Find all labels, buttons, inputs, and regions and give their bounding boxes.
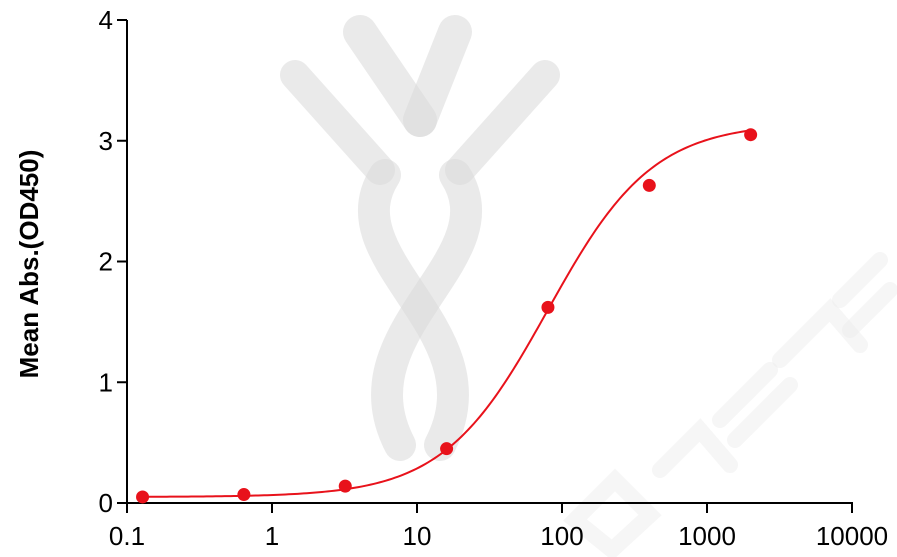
x-tick-label: 1	[265, 521, 279, 551]
y-tick-label: 3	[99, 126, 113, 156]
y-tick-label: 0	[99, 488, 113, 518]
y-tick-label: 2	[99, 247, 113, 277]
axes: 0 1 2 3 4 0.1 1 10 100 1000 10000	[99, 5, 889, 551]
x-tick-label: 10	[403, 521, 432, 551]
watermark-text	[563, 252, 897, 557]
data-point	[338, 479, 352, 493]
data-point	[642, 178, 656, 192]
x-ticks: 0.1 1 10 100 1000 10000	[109, 503, 888, 551]
data-point	[237, 488, 251, 502]
data-point	[744, 128, 758, 142]
watermark-logo	[280, 15, 560, 461]
data-point	[136, 490, 150, 504]
x-tick-label: 10000	[816, 521, 888, 551]
y-axis-title: Mean Abs.(OD450)	[14, 150, 44, 379]
data-points	[136, 128, 758, 504]
y-ticks: 0 1 2 3 4	[99, 5, 127, 518]
x-tick-label: 0.1	[109, 521, 145, 551]
y-tick-label: 4	[99, 5, 113, 35]
data-point	[541, 300, 555, 314]
data-point	[440, 442, 454, 456]
x-tick-label: 1000	[678, 521, 736, 551]
y-tick-label: 1	[99, 367, 113, 397]
x-tick-label: 100	[540, 521, 583, 551]
